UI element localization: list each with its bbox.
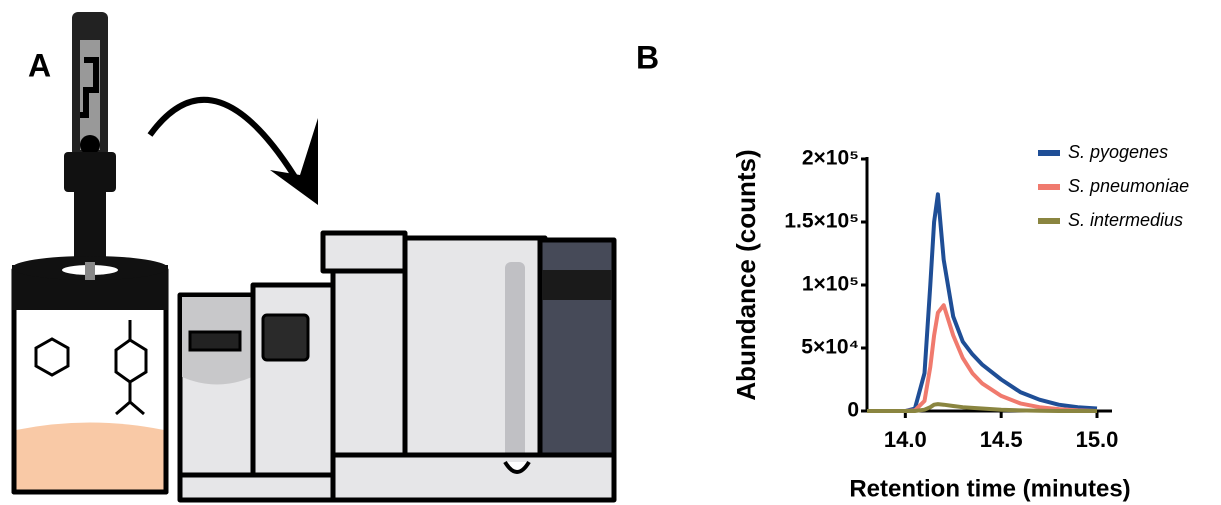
instrument-slot [190,332,240,350]
panel-label: A [28,47,51,83]
x-tick-label: 14.5 [980,427,1023,452]
holder-shaft [74,192,106,257]
chart: Abundance (counts) Retention time (minut… [731,142,1189,503]
instrument [333,265,408,475]
y-tick-label: 1.5×10⁵ [784,210,859,233]
vial-liquid [16,423,164,491]
instrument [542,270,612,300]
holder-collar [64,152,116,192]
y-tick-label: 2×10⁵ [802,147,859,170]
figure: A B [0,0,1221,505]
series-line [867,305,1097,411]
arrow-head [270,118,318,205]
legend-label: S. pyogenes [1068,142,1168,162]
series-line [867,194,1097,411]
y-tick-label: 0 [847,399,859,422]
instrument [323,233,405,271]
y-axis-label: Abundance (counts) [731,149,761,400]
illustration [12,12,614,500]
instrument-base [333,455,614,500]
x-tick-label: 15.0 [1076,427,1119,452]
y-tick-label: 5×10⁴ [801,336,859,359]
panel-label: B [636,39,659,75]
instrument-base [180,475,333,500]
x-axis-label: Retention time (minutes) [849,475,1130,502]
x-tick-label: 14.0 [884,427,927,452]
y-tick-label: 1×10⁵ [802,273,859,296]
legend-label: S. pneumoniae [1068,176,1189,196]
instrument [505,262,525,462]
legend-label: S. intermedius [1068,210,1183,230]
instrument-panel [263,315,308,360]
needle [85,262,95,280]
